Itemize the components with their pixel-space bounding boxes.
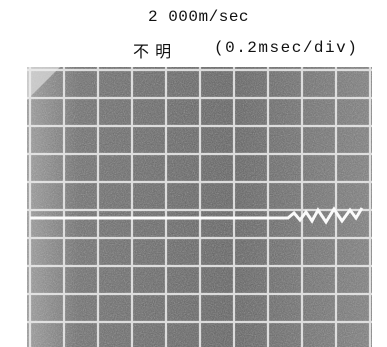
oscilloscope-screen — [0, 0, 387, 347]
page: 2 000m/sec 不 明 (0.2msec/div) — [0, 0, 387, 347]
